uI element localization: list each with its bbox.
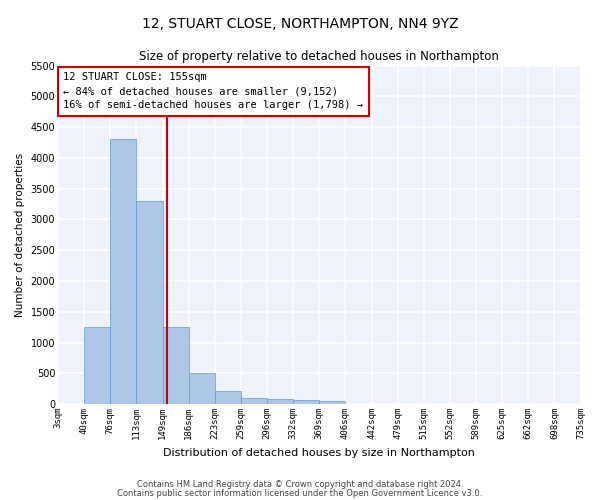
Text: 12 STUART CLOSE: 155sqm
← 84% of detached houses are smaller (9,152)
16% of semi: 12 STUART CLOSE: 155sqm ← 84% of detache… — [64, 72, 364, 110]
Bar — [188, 374, 215, 404]
Bar — [136, 201, 163, 404]
Bar — [84, 327, 110, 404]
Bar — [110, 140, 136, 404]
Bar — [319, 401, 346, 404]
Bar — [293, 400, 319, 404]
Title: Size of property relative to detached houses in Northampton: Size of property relative to detached ho… — [139, 50, 499, 63]
X-axis label: Distribution of detached houses by size in Northampton: Distribution of detached houses by size … — [163, 448, 475, 458]
Bar — [267, 399, 293, 404]
Text: Contains HM Land Registry data © Crown copyright and database right 2024.: Contains HM Land Registry data © Crown c… — [137, 480, 463, 489]
Text: Contains public sector information licensed under the Open Government Licence v3: Contains public sector information licen… — [118, 488, 482, 498]
Bar — [215, 390, 241, 404]
Text: 12, STUART CLOSE, NORTHAMPTON, NN4 9YZ: 12, STUART CLOSE, NORTHAMPTON, NN4 9YZ — [142, 18, 458, 32]
Y-axis label: Number of detached properties: Number of detached properties — [15, 153, 25, 317]
Bar — [163, 327, 188, 404]
Bar — [241, 398, 267, 404]
